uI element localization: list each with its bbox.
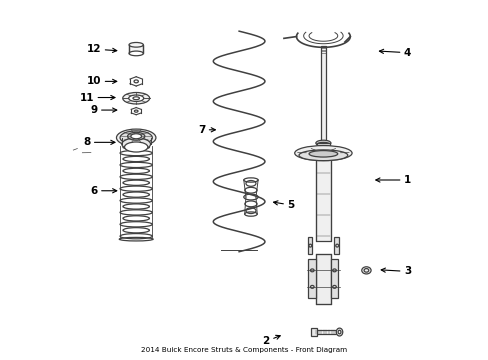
Bar xyxy=(316,253,330,304)
Bar xyxy=(334,237,338,253)
Bar xyxy=(315,147,330,241)
Ellipse shape xyxy=(129,51,143,56)
Ellipse shape xyxy=(315,140,330,146)
Text: 9: 9 xyxy=(90,105,117,115)
Bar xyxy=(316,143,329,148)
Ellipse shape xyxy=(361,267,370,274)
Ellipse shape xyxy=(122,138,150,150)
Ellipse shape xyxy=(298,150,347,161)
Bar xyxy=(310,328,316,336)
Bar xyxy=(320,45,325,146)
Text: 10: 10 xyxy=(86,76,117,86)
Ellipse shape xyxy=(128,95,143,102)
Text: 4: 4 xyxy=(379,48,410,58)
Bar xyxy=(330,259,338,298)
Bar xyxy=(314,330,335,334)
Text: 1: 1 xyxy=(375,175,410,185)
Text: 3: 3 xyxy=(381,266,410,276)
Bar xyxy=(308,259,316,298)
Ellipse shape xyxy=(129,42,143,47)
Ellipse shape xyxy=(308,150,337,157)
Text: 2014 Buick Encore Struts & Components - Front Diagram: 2014 Buick Encore Struts & Components - … xyxy=(141,347,347,353)
Ellipse shape xyxy=(116,129,156,146)
Bar xyxy=(129,45,143,53)
Ellipse shape xyxy=(336,328,342,336)
Ellipse shape xyxy=(124,142,147,152)
Ellipse shape xyxy=(131,134,142,139)
Ellipse shape xyxy=(294,145,351,161)
Ellipse shape xyxy=(127,132,144,140)
Ellipse shape xyxy=(120,131,152,144)
Text: 12: 12 xyxy=(86,44,117,54)
Ellipse shape xyxy=(316,142,329,147)
Text: 11: 11 xyxy=(79,93,115,103)
Text: 8: 8 xyxy=(83,138,115,147)
Text: 6: 6 xyxy=(90,186,117,196)
Text: 7: 7 xyxy=(197,125,215,135)
Text: 5: 5 xyxy=(273,200,294,210)
Text: 2: 2 xyxy=(262,335,280,346)
Bar xyxy=(307,237,312,253)
Ellipse shape xyxy=(122,93,149,104)
